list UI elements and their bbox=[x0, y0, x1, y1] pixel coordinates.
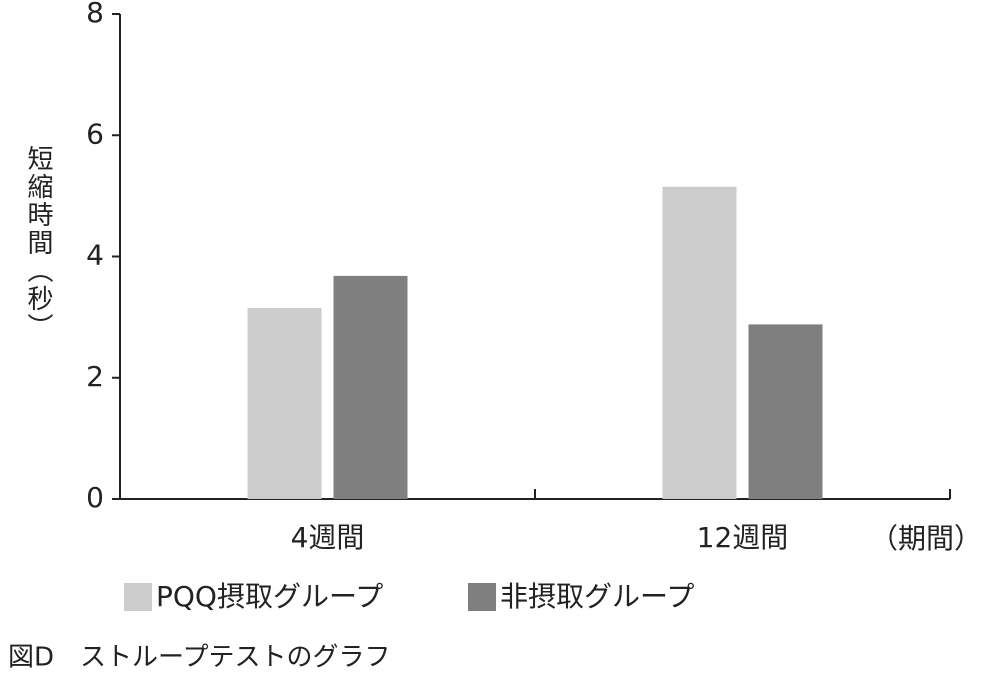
y-tick-label: 2 bbox=[86, 360, 104, 393]
y-tick-label: 4 bbox=[86, 239, 104, 272]
y-tick-label: 6 bbox=[86, 117, 104, 150]
y-tick-label: 8 bbox=[86, 0, 104, 29]
legend-swatch bbox=[124, 583, 152, 611]
x-axis-label: （期間） bbox=[870, 522, 982, 555]
x-tick-label: 12週間 bbox=[697, 521, 789, 554]
legend-label: PQQ摂取グループ bbox=[156, 580, 383, 613]
bar bbox=[662, 186, 737, 499]
bar bbox=[748, 324, 823, 499]
x-tick-label: 4週間 bbox=[291, 521, 365, 554]
caption: 図D ストループテストのグラフ bbox=[8, 643, 390, 673]
y-tick-label: 0 bbox=[86, 481, 104, 514]
bar bbox=[247, 308, 322, 499]
bar bbox=[333, 275, 408, 499]
legend-swatch bbox=[468, 583, 496, 611]
legend-label: 非摂取グループ bbox=[500, 580, 694, 613]
y-axis-label: 短縮時間（秒） bbox=[23, 145, 53, 341]
